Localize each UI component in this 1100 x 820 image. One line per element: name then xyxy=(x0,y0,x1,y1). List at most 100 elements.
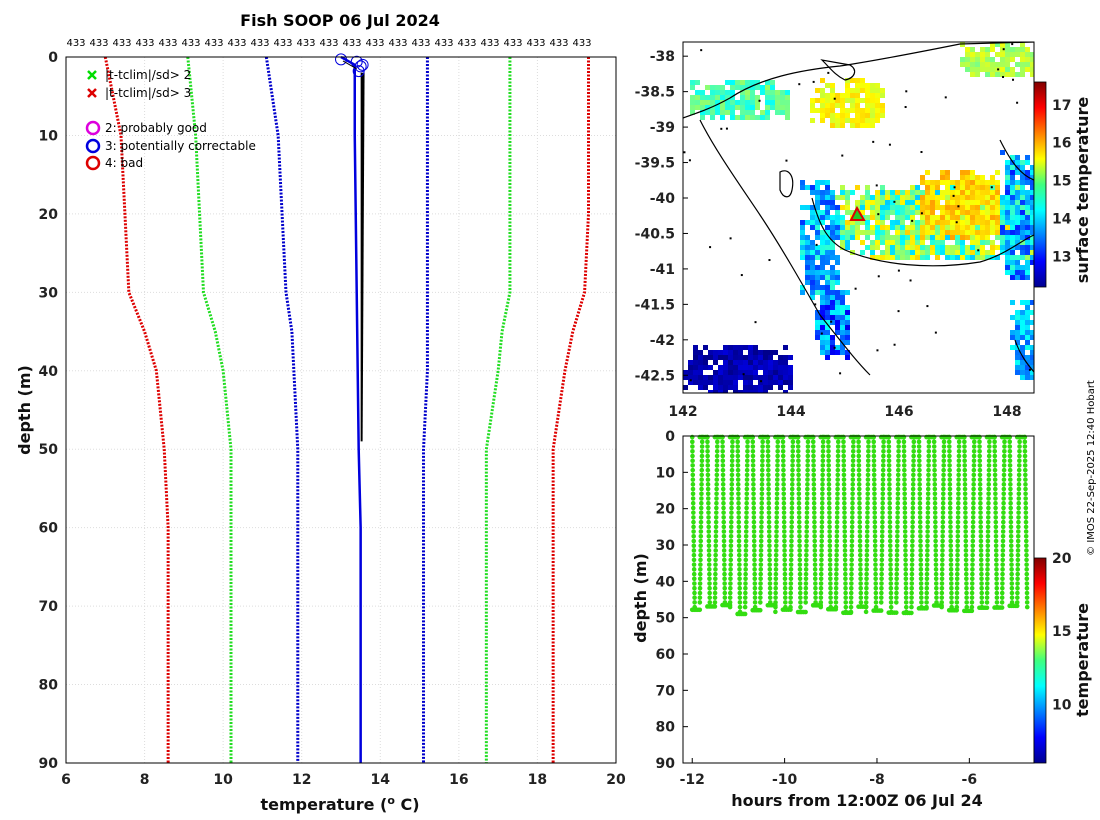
sst-cell xyxy=(840,93,845,98)
section-point xyxy=(736,496,741,501)
sst-cell xyxy=(960,255,965,260)
section-point xyxy=(767,590,773,596)
sst-cell xyxy=(910,185,915,190)
map-x-tick-label: 148 xyxy=(992,404,1021,420)
section-point xyxy=(925,486,931,492)
section-point xyxy=(911,453,916,459)
section-point xyxy=(910,500,916,506)
section-point xyxy=(903,552,908,558)
sst-cell xyxy=(1015,155,1020,160)
section-y-tick-label: 0 xyxy=(665,429,675,445)
sst-cell xyxy=(885,205,890,210)
sst-cell xyxy=(835,345,840,350)
sst-cell xyxy=(965,235,970,240)
sst-cell xyxy=(960,210,965,215)
section-point xyxy=(858,567,863,572)
section-point xyxy=(918,576,924,582)
section-point xyxy=(994,562,999,567)
section-point xyxy=(856,444,861,449)
section-point xyxy=(828,595,833,600)
section-point xyxy=(948,557,954,563)
section-point xyxy=(887,538,893,544)
section-point xyxy=(730,448,735,454)
section-point xyxy=(880,467,886,473)
section-point xyxy=(871,439,876,445)
section-point xyxy=(865,467,871,473)
section-point xyxy=(1016,486,1022,492)
section-point xyxy=(811,505,817,511)
section-point xyxy=(977,477,983,482)
sst-cell xyxy=(985,72,990,77)
sst-cell xyxy=(1010,215,1015,220)
sst-cell xyxy=(840,113,845,118)
section-point xyxy=(985,567,990,572)
section-point xyxy=(979,581,984,586)
sst-cell xyxy=(1010,200,1015,205)
section-point xyxy=(849,576,854,582)
section-point xyxy=(932,496,938,501)
sst-cell xyxy=(1025,200,1030,205)
sst-cell xyxy=(870,210,875,215)
sst-cell xyxy=(865,103,870,108)
section-point xyxy=(978,515,983,520)
section-point xyxy=(978,543,984,549)
sst-cell xyxy=(835,295,840,300)
sst-cell xyxy=(905,200,910,205)
section-point xyxy=(775,444,781,449)
section-point xyxy=(911,448,916,454)
section-point xyxy=(789,510,795,515)
section-point xyxy=(903,567,909,572)
section-point xyxy=(835,500,840,506)
section-point xyxy=(901,434,907,440)
section-point xyxy=(820,448,826,454)
sst-cell xyxy=(965,215,970,220)
sst-cell xyxy=(743,345,748,350)
sst-cell xyxy=(905,225,910,230)
sst-cell xyxy=(855,118,860,123)
sst-cell xyxy=(810,185,815,190)
section-point xyxy=(903,548,908,553)
y-tick-label: 20 xyxy=(39,207,59,223)
sst-cell xyxy=(890,235,895,240)
section-point xyxy=(1001,458,1007,464)
section-point xyxy=(933,543,938,549)
section-point xyxy=(818,576,824,582)
section-point xyxy=(842,543,848,549)
section-point xyxy=(1008,482,1013,487)
sst-cell xyxy=(1020,205,1025,210)
count-label: 433 xyxy=(273,38,292,49)
section-point xyxy=(1015,557,1021,563)
sst-cell xyxy=(835,235,840,240)
sst-cell xyxy=(740,110,745,115)
section-point xyxy=(781,463,786,468)
section-point xyxy=(864,590,869,596)
section-point xyxy=(796,472,801,478)
section-point xyxy=(993,533,999,539)
sst-cell xyxy=(1025,355,1030,360)
section-point xyxy=(805,467,810,473)
x-tick-label: 8 xyxy=(140,772,150,788)
island-dot xyxy=(920,151,923,154)
section-point xyxy=(1000,567,1005,572)
section-point xyxy=(865,519,870,525)
section-point xyxy=(909,600,914,605)
section-point xyxy=(790,458,795,464)
section-point xyxy=(782,567,788,572)
section-point xyxy=(932,491,938,497)
legend-x-marker xyxy=(87,88,97,98)
section-point xyxy=(940,538,945,544)
sst-cell xyxy=(778,380,783,385)
sst-cell xyxy=(875,103,880,108)
section-point xyxy=(728,552,734,558)
section-point xyxy=(849,552,855,558)
sst-cell xyxy=(758,380,763,385)
sst-cell xyxy=(720,85,725,90)
sst-cell xyxy=(778,375,783,380)
sst-cell xyxy=(840,190,845,195)
section-point xyxy=(955,538,961,544)
section-point xyxy=(1014,600,1020,605)
section-point xyxy=(760,448,765,454)
sst-cell xyxy=(890,255,895,260)
sst-cell xyxy=(710,95,715,100)
section-point xyxy=(819,519,825,525)
